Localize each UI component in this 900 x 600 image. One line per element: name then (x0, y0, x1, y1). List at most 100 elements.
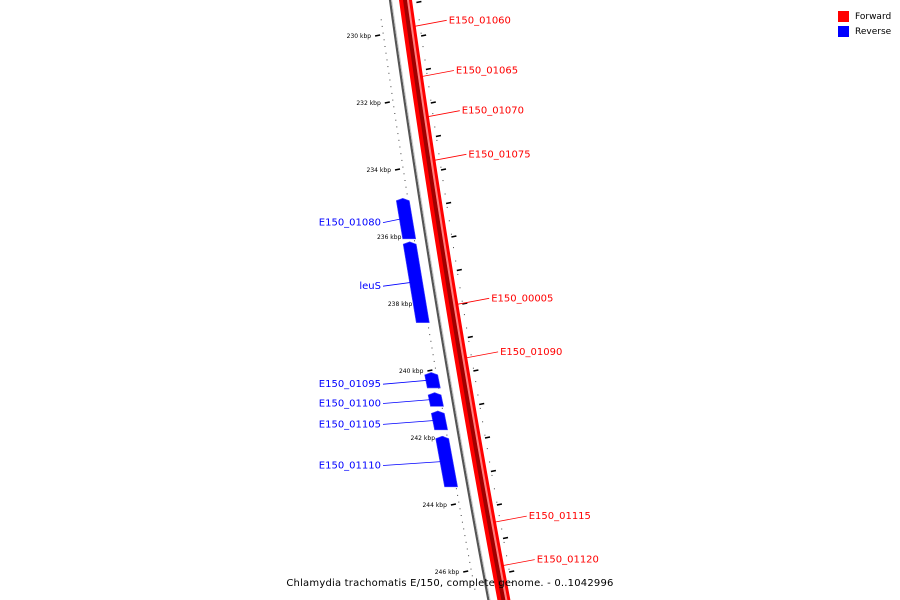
minor-tick (406, 193, 408, 195)
scale-tick-label: 238 kbp (388, 301, 413, 308)
outer-minor-tick (440, 166, 442, 168)
legend-label-forward: Forward (855, 11, 892, 22)
backbone-highlight (391, 0, 491, 600)
feature-label-E150_01105: E150_01105 (319, 419, 381, 430)
leader-E150_00005 (457, 297, 490, 305)
feature-label-E150_01115: E150_01115 (529, 511, 591, 522)
minor-tick (414, 240, 415, 242)
backbone-track (388, 0, 491, 600)
outer-minor-tick (424, 59, 426, 61)
leader-E150_01080 (382, 218, 403, 223)
leader-E150_01120 (502, 559, 535, 566)
minor-tick (388, 72, 390, 74)
outer-major-tick (420, 34, 427, 37)
legend-item-reverse: Reverse (838, 24, 891, 39)
minor-tick (473, 582, 474, 583)
feature-E150_01110 (435, 435, 458, 488)
outer-minor-tick (503, 541, 505, 543)
minor-tick (387, 66, 389, 68)
legend-label-reverse: Reverse (855, 26, 892, 37)
minor-tick (432, 354, 434, 356)
leader-E150_01070 (427, 110, 460, 118)
outer-minor-tick (482, 421, 484, 423)
leader-E150_01110 (382, 461, 444, 466)
outer-minor-tick (506, 555, 508, 557)
outer-minor-tick (479, 407, 481, 409)
outer-major-tick (425, 67, 432, 71)
feature-E150_01105 (430, 410, 448, 431)
outer-minor-tick (477, 394, 479, 396)
minor-tick (389, 79, 391, 81)
outer-minor-tick (486, 448, 488, 450)
outer-minor-tick (446, 206, 448, 208)
minor-tick (403, 173, 405, 175)
outer-minor-tick (493, 488, 495, 490)
minor-tick (380, 19, 382, 21)
feature-E150_01095 (424, 372, 441, 389)
outer-major-tick (484, 436, 491, 439)
minor-tick (466, 548, 468, 550)
outer-major-tick (416, 0, 422, 4)
outer-major-tick (445, 201, 452, 205)
leader-E150_01100 (382, 399, 433, 404)
feature-label-E150_01060: E150_01060 (449, 15, 511, 26)
feature-E150_01100 (427, 392, 444, 407)
leader-E150_01090 (466, 351, 499, 359)
outer-minor-tick (436, 139, 438, 141)
minor-tick (405, 186, 407, 188)
scale-tick-label: 242 kbp (411, 435, 436, 442)
outer-minor-tick (508, 568, 510, 570)
scale-tick-label: 240 kbp (399, 368, 424, 375)
feature-E150_01080 (395, 197, 417, 240)
leader-leuS (382, 281, 413, 287)
outer-minor-tick (472, 367, 474, 369)
minor-tick (400, 153, 402, 155)
outer-minor-tick (432, 113, 434, 115)
legend: Forward Reverse (838, 9, 891, 39)
outer-minor-tick (468, 340, 470, 342)
forward-band-shade (403, 0, 506, 600)
outer-major-tick (456, 268, 462, 272)
scale-tick-240 (427, 369, 433, 372)
outer-major-tick (473, 369, 479, 372)
feature-label-E150_01095: E150_01095 (319, 379, 381, 390)
scale-tick-label: 234 kbp (367, 167, 392, 174)
minor-tick (431, 347, 433, 349)
minor-tick (429, 334, 431, 336)
feature-label-E150_01075: E150_01075 (468, 149, 530, 160)
leader-E150_01075 (434, 153, 467, 161)
minor-tick (393, 106, 395, 108)
minor-tick (441, 407, 443, 409)
outer-minor-tick (438, 153, 440, 155)
feature-label-E150_01065: E150_01065 (456, 66, 518, 77)
outer-minor-tick (511, 582, 512, 584)
minor-tick (404, 180, 406, 181)
feature-label-E150_01070: E150_01070 (462, 106, 524, 117)
feature-label-E150_01100: E150_01100 (319, 399, 381, 410)
legend-item-forward: Forward (838, 9, 891, 24)
outer-major-tick (435, 134, 442, 138)
outer-major-tick (479, 402, 485, 406)
outer-minor-tick (489, 461, 491, 463)
outer-minor-tick (457, 273, 459, 275)
scale-tick-label: 244 kbp (422, 502, 447, 509)
scale-tick-label: 230 kbp (347, 33, 372, 40)
leader-E150_01105 (382, 420, 436, 425)
outer-minor-tick (448, 220, 450, 222)
feature-label-E150_00005: E150_00005 (491, 293, 553, 304)
map-caption: Chlamydia trachomatis E/150, complete ge… (286, 578, 614, 589)
feature-label-E150_01090: E150_01090 (500, 347, 562, 358)
feature-label-E150_01110: E150_01110 (319, 461, 381, 472)
scale-tick-234 (394, 168, 401, 171)
minor-tick (399, 146, 401, 148)
minor-tick (394, 113, 396, 114)
outer-minor-tick (470, 354, 472, 356)
minor-tick (474, 588, 476, 590)
minor-tick (390, 86, 392, 88)
outer-minor-tick (484, 434, 486, 436)
minor-tick (401, 159, 403, 161)
minor-tick (397, 133, 399, 135)
minor-tick (446, 434, 448, 436)
minor-tick (457, 494, 459, 496)
